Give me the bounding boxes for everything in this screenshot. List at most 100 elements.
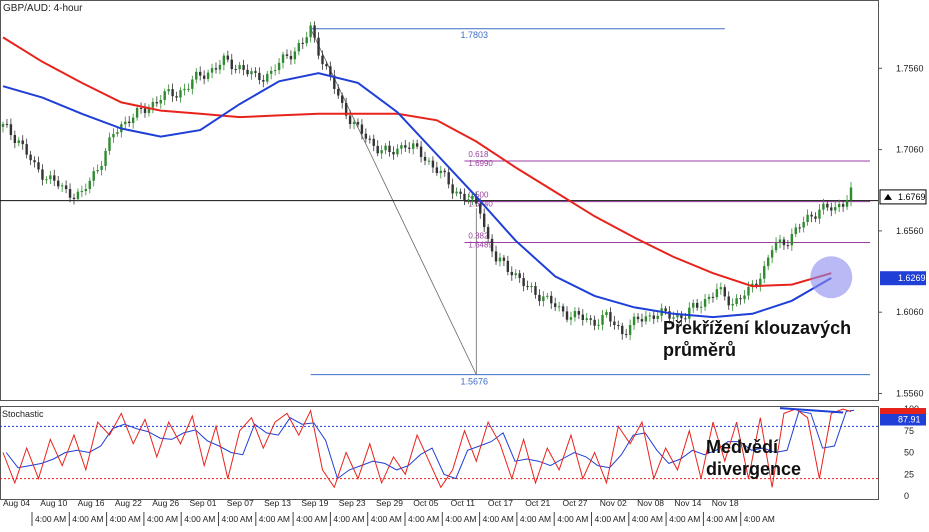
candle-body: [333, 75, 336, 89]
candle-body: [289, 55, 293, 60]
candle-body: [617, 325, 620, 327]
chart-title: GBP/AUD: 4-hour: [3, 3, 83, 14]
fib-ratio-label: 0.500: [468, 191, 489, 200]
candle-body: [376, 145, 379, 154]
candle-body: [17, 140, 20, 143]
candle-body: [648, 315, 652, 317]
candle-body: [392, 152, 395, 155]
candle-body: [834, 207, 837, 211]
current-price-badge-bg: [879, 189, 927, 205]
candle-body: [841, 204, 845, 207]
x-time-label: 4:00 AM: [333, 514, 364, 524]
candle-body: [41, 169, 44, 180]
candle-body: [57, 180, 60, 187]
candle-body: [774, 242, 778, 251]
candle-body: [112, 133, 115, 138]
candle-body: [214, 68, 218, 70]
candle-body: [601, 314, 604, 325]
candle-body: [593, 319, 596, 326]
candle-body: [451, 184, 454, 194]
x-date-label: Nov 02: [600, 498, 627, 508]
candle-body: [415, 143, 419, 147]
candle-body: [159, 99, 162, 104]
candle-body: [636, 316, 640, 320]
candle-body: [806, 214, 809, 223]
candle-body: [763, 266, 766, 279]
candle-body: [490, 238, 494, 252]
candle-body: [676, 314, 679, 318]
x-time-label: 4:00 AM: [35, 514, 66, 524]
candle-body: [589, 318, 592, 320]
candle-body: [80, 191, 84, 193]
candle-body: [439, 170, 443, 174]
candle-body: [585, 318, 588, 320]
candle-body: [92, 171, 95, 181]
candle-body: [100, 165, 103, 171]
x-time-label: 4:00 AM: [408, 514, 439, 524]
x-time-label: 4:00 AM: [184, 514, 215, 524]
x-date-label: Nov 14: [674, 498, 701, 508]
candle-body: [380, 150, 383, 154]
candle-body: [822, 203, 825, 210]
candle-body: [21, 140, 24, 145]
crossover-highlight-circle: [810, 256, 853, 299]
candle-body: [672, 317, 675, 319]
candle-body: [368, 138, 372, 140]
candle-body: [581, 314, 584, 320]
candle-body: [735, 298, 738, 305]
candle-body: [782, 239, 786, 246]
candle-body: [108, 137, 111, 151]
candle-body: [688, 307, 691, 319]
candle-body: [143, 108, 147, 114]
candle-body: [553, 303, 557, 307]
candle-body: [459, 191, 462, 194]
x-time-label: 4:00 AM: [259, 514, 290, 524]
candle-body: [175, 96, 178, 98]
candle-body: [242, 65, 245, 70]
candle-body: [656, 315, 659, 319]
candle-body: [60, 185, 64, 187]
candle-body: [770, 250, 774, 258]
candle-body: [628, 325, 632, 335]
x-time-label: 4:00 AM: [72, 514, 103, 524]
candle-body: [384, 145, 387, 151]
candle-body: [826, 203, 829, 208]
candle-body: [344, 102, 348, 116]
candle-body: [68, 189, 72, 198]
candle-body: [9, 124, 13, 136]
candle-body: [534, 285, 537, 295]
candle-body: [664, 308, 667, 312]
candle-body: [644, 316, 648, 322]
candle-body: [790, 234, 794, 246]
candle-body: [313, 25, 316, 38]
candle-body: [388, 145, 391, 153]
candle-body: [124, 121, 127, 125]
ma-price-label-bg: [880, 271, 926, 286]
candle-body: [455, 191, 458, 194]
stoch-tick-label: 75: [904, 426, 914, 436]
candle-body: [199, 71, 202, 76]
candle-body: [131, 117, 135, 124]
candle-body: [486, 227, 490, 239]
candle-body: [609, 312, 612, 322]
candle-body: [37, 162, 40, 170]
candle-body: [652, 315, 655, 319]
candle-body: [427, 160, 431, 162]
candle-body: [400, 145, 403, 149]
title-bg: [1, 1, 71, 14]
stoch-k-line: [2, 408, 852, 489]
x-date-label: Sep 19: [301, 498, 328, 508]
x-date-label: Sep 07: [227, 498, 254, 508]
swing-low-label: 1.5676: [461, 377, 489, 387]
x-date-label: Aug 16: [78, 498, 105, 508]
candle-body: [167, 89, 170, 92]
x-time-label: 4:00 AM: [744, 514, 775, 524]
x-date-label: Nov 18: [712, 498, 739, 508]
x-time-label: 4:00 AM: [632, 514, 663, 524]
candle-body: [747, 286, 750, 296]
candle-body: [238, 65, 241, 70]
x-date-label: Oct 05: [413, 498, 438, 508]
stoch-d-line: [5, 409, 855, 480]
candle-body: [155, 102, 159, 104]
candle-body: [624, 334, 628, 336]
